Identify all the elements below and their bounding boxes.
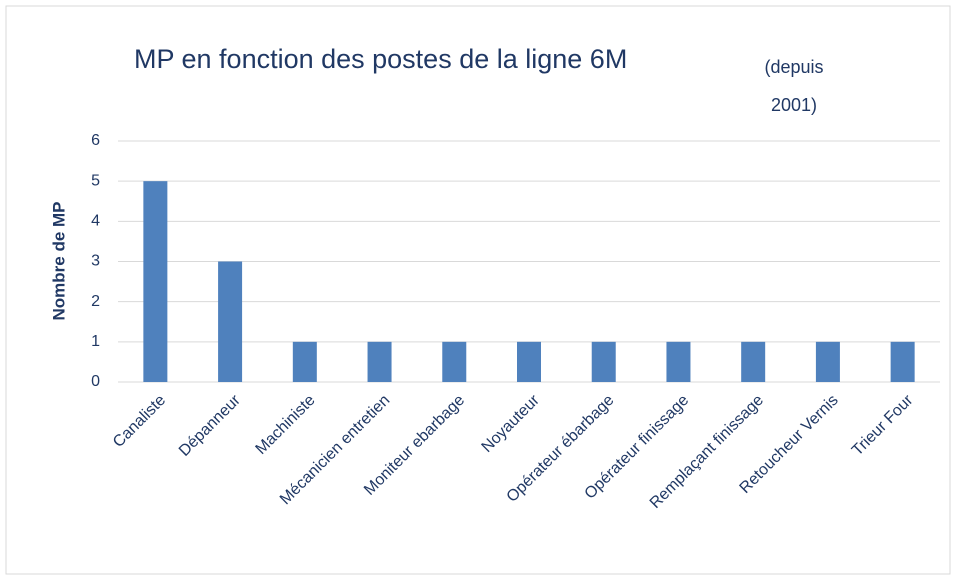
bar (292, 341, 317, 382)
y-tick-label: 3 (91, 253, 100, 270)
bar (815, 341, 840, 382)
y-tick-label: 5 (91, 172, 100, 189)
bar (143, 181, 168, 382)
bar (890, 341, 915, 382)
bar (218, 261, 243, 382)
chart-subtitle: (depuis 2001) (764, 57, 824, 115)
y-tick-label: 1 (91, 333, 100, 350)
y-tick-label: 6 (91, 132, 100, 149)
y-tick-label: 2 (91, 293, 100, 310)
bar (591, 341, 616, 382)
y-tick-label: 0 (91, 373, 100, 390)
bar (741, 341, 766, 382)
y-axis-label: Nombre de MP (49, 201, 68, 320)
bar (367, 341, 392, 382)
bar (442, 341, 467, 382)
chart-title: MP en fonction des postes de la ligne 6M (134, 44, 628, 74)
bar (517, 341, 541, 382)
bar (666, 341, 691, 382)
y-tick-label: 4 (91, 213, 100, 230)
